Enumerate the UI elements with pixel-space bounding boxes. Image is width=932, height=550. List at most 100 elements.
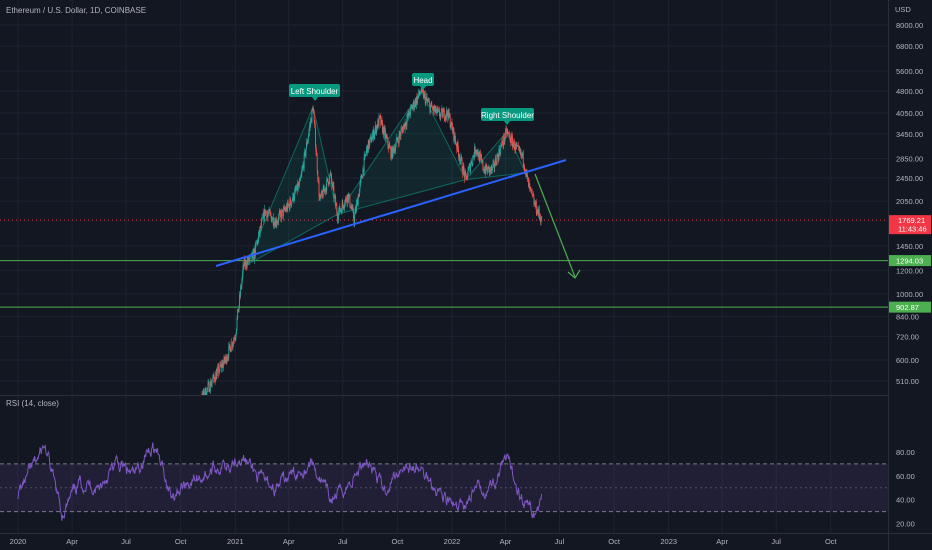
time-tick-label: Apr <box>716 537 728 546</box>
time-axis[interactable]: 2020 Apr Jul Oct 2021 Apr Jul Oct 2022 Apr Jul Oct 2… <box>10 537 838 546</box>
candle-body <box>265 210 267 215</box>
candle-body <box>300 174 302 178</box>
candle-body <box>527 177 529 180</box>
candle-body <box>452 126 454 133</box>
candle-body <box>459 157 461 162</box>
candle-body <box>321 191 323 194</box>
rsi-axis[interactable]: 80.00 60.00 40.00 20.00 <box>896 448 915 529</box>
candle-body <box>431 107 433 109</box>
candle-body <box>371 139 373 143</box>
candle-body <box>277 221 279 223</box>
candle-body <box>455 139 457 144</box>
candle-body <box>466 176 468 180</box>
candle-body <box>230 346 231 353</box>
candle-body <box>262 217 264 219</box>
candle-body <box>380 117 382 125</box>
candle-body <box>442 108 443 118</box>
candle-body <box>499 148 500 153</box>
candle-body <box>501 140 503 145</box>
candle-body <box>478 151 480 162</box>
candle-body <box>420 93 421 95</box>
candle-body <box>249 258 250 262</box>
candle-body <box>521 153 523 157</box>
candle-body <box>484 169 486 174</box>
candle-body <box>465 174 467 177</box>
candle-body <box>285 206 287 211</box>
candle-body <box>385 135 387 139</box>
price-axis[interactable]: USD 8000.00 6800.00 5600.00 4800.00 4050.00 3… <box>895 5 923 386</box>
candle-body <box>425 98 427 104</box>
price-tick-label: 4800.00 <box>896 87 923 96</box>
candle-body <box>480 153 481 156</box>
candle-body <box>446 109 448 117</box>
candle-body <box>307 136 309 141</box>
time-tick-label: Jul <box>555 537 565 546</box>
candle-body <box>418 90 420 95</box>
candle-body <box>213 374 215 378</box>
candle-body <box>490 166 492 171</box>
time-tick-label: Jul <box>338 537 348 546</box>
candle-body <box>513 140 515 145</box>
candle-body <box>532 193 534 196</box>
time-tick-label: 2020 <box>10 537 27 546</box>
candle-body <box>310 119 312 125</box>
candle-body <box>220 364 222 367</box>
candle-body <box>339 206 341 212</box>
candle-body <box>386 135 388 138</box>
candle-body <box>279 211 281 214</box>
candle-body <box>242 265 244 274</box>
candle-body <box>459 159 461 162</box>
candlestick-series <box>201 83 543 395</box>
candle-body <box>217 368 218 372</box>
head-triangle[interactable] <box>336 90 467 216</box>
candle-body <box>507 132 509 134</box>
candle-body <box>298 181 300 186</box>
candle-body <box>478 151 480 158</box>
candle-body <box>287 202 289 206</box>
candle-body <box>352 209 354 219</box>
candle-body <box>430 106 432 113</box>
price-tick-label: 600.00 <box>896 356 919 365</box>
candle-body <box>372 129 374 136</box>
time-tick-label: Apr <box>66 537 78 546</box>
projection-arrow-head <box>567 269 581 279</box>
right-shoulder-label[interactable]: Right Shoulder <box>481 108 534 125</box>
candle-body <box>246 266 248 268</box>
candle-body <box>297 184 299 191</box>
candle-body <box>215 372 217 382</box>
candle-body <box>263 209 265 221</box>
candle-body <box>479 153 481 162</box>
head-label[interactable]: Head <box>412 73 434 90</box>
candle-body <box>369 137 371 141</box>
candle-body <box>412 106 414 110</box>
candle-body <box>509 135 511 142</box>
time-tick-label: Oct <box>608 537 621 546</box>
candle-body <box>244 259 246 266</box>
candle-body <box>329 172 331 176</box>
candle-body <box>424 93 426 95</box>
candle-body <box>462 166 464 175</box>
candle-body <box>370 135 372 143</box>
candle-body <box>393 148 395 153</box>
neckline[interactable] <box>215 159 567 267</box>
candle-body <box>474 146 476 158</box>
candle-body <box>444 119 446 120</box>
candle-body <box>283 207 285 209</box>
candle-body <box>440 108 442 114</box>
price-tick-label: 2450.00 <box>896 174 923 183</box>
candle-body <box>244 260 246 266</box>
candle-body <box>487 167 489 173</box>
candle-body <box>506 131 508 135</box>
candle-body <box>494 165 496 168</box>
candle-body <box>376 125 378 134</box>
candle-body <box>387 137 389 146</box>
candle-body <box>519 149 521 152</box>
left-shoulder-triangle[interactable] <box>245 105 338 267</box>
left-shoulder-label[interactable]: Left Shoulder <box>289 84 340 101</box>
candle-body <box>276 223 278 225</box>
candle-body <box>529 187 531 189</box>
candle-body <box>500 146 502 155</box>
projection-arrow-line[interactable] <box>534 173 576 278</box>
candle-body <box>518 146 520 150</box>
